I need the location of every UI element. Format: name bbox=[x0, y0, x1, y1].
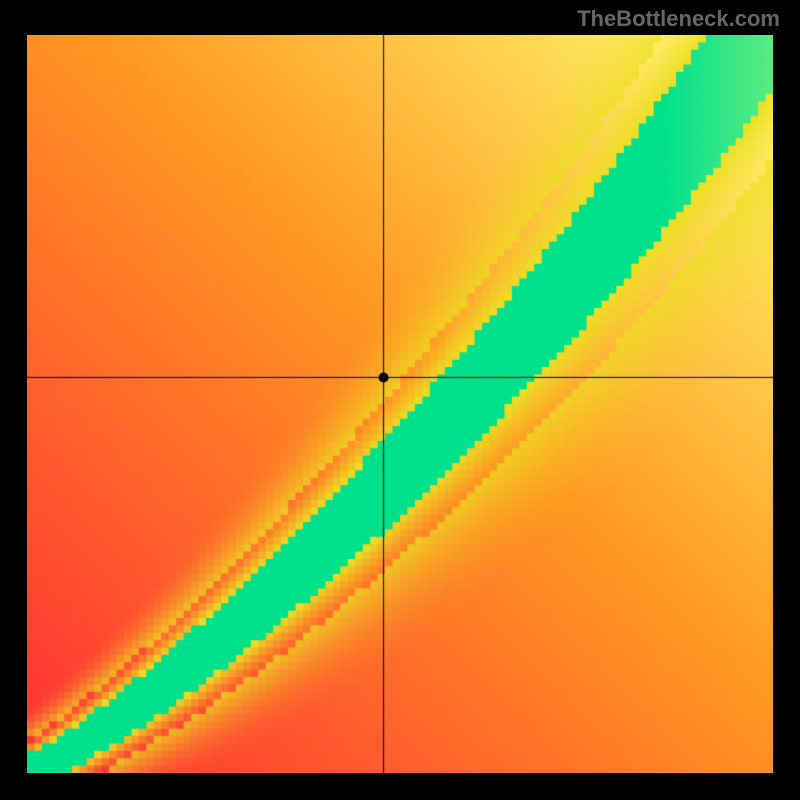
watermark-text: TheBottleneck.com bbox=[577, 6, 780, 32]
plot-area bbox=[27, 35, 773, 773]
bottleneck-heatmap bbox=[27, 35, 773, 773]
